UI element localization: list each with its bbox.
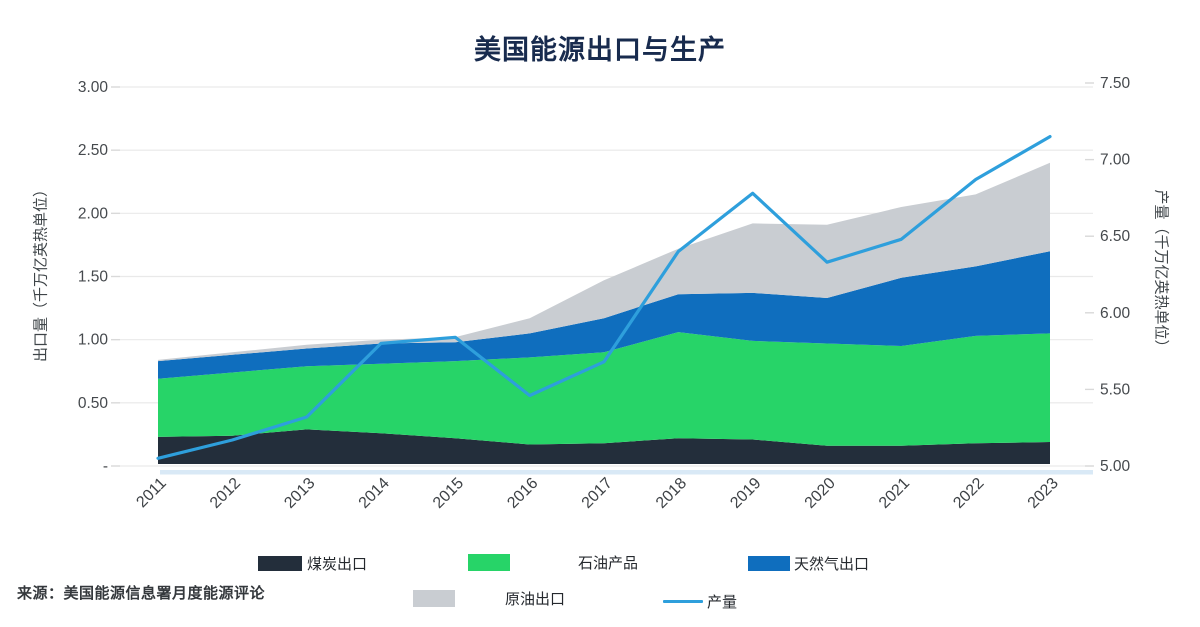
petroleum-swatch	[468, 554, 510, 571]
coal-swatch	[258, 556, 302, 571]
chart-title: 美国能源出口与生产	[474, 35, 726, 65]
right-axis-tick-label: 5.50	[1100, 381, 1131, 398]
legend-label-natgas: 天然气出口	[794, 556, 870, 573]
legend-item-crude: 原油出口	[413, 588, 565, 609]
left-axis-tick-label: 3.00	[78, 79, 109, 96]
source-note: 来源：美国能源信息署月度能源评论	[17, 585, 266, 602]
right-axis-tick-label: 6.50	[1100, 228, 1131, 245]
natgas-swatch	[748, 556, 790, 571]
production-line	[156, 135, 1052, 460]
x-axis-tick-label: 2023	[1025, 475, 1062, 512]
legend-item-natgas: 天然气出口	[748, 553, 869, 574]
left-axis-tick-label: 0.50	[78, 395, 109, 412]
x-axis-tick-label: 2022	[950, 475, 987, 512]
x-axis-tick-label: 2019	[727, 475, 764, 512]
legend-label-coal: 煤炭出口	[307, 556, 368, 573]
x-axis-tick-label: 2018	[653, 475, 690, 512]
left-axis-tick-label: 2.00	[78, 205, 109, 222]
left-axis-title: 出口量（千万亿英热单位）	[32, 181, 50, 363]
area-天然气出口	[158, 251, 1050, 379]
legend-item-petroleum: 石油产品	[468, 552, 638, 573]
legend-item-coal: 煤炭出口	[258, 553, 367, 574]
legend-label-petroleum: 石油产品	[578, 555, 639, 572]
right-axis-tick-label: 6.00	[1100, 305, 1131, 322]
x-axis-tick-label: 2013	[281, 475, 318, 512]
crude-swatch	[413, 590, 455, 607]
right-axis-title: 产量（千万亿英热单位）	[1152, 189, 1170, 355]
right-axis-tick-label: 7.00	[1100, 152, 1131, 169]
left-axis-tick-label: -	[103, 458, 108, 475]
x-axis-tick-label: 2017	[579, 475, 616, 512]
right-axis-tick-label: 7.50	[1100, 75, 1131, 92]
legend-label-production: 产量	[707, 594, 738, 611]
x-axis-tick-label: 2016	[504, 475, 541, 512]
x-axis-tick-label: 2015	[430, 475, 467, 512]
area-原油出口	[158, 162, 1050, 362]
production-line-swatch	[663, 600, 703, 603]
legend-item-production: 产量	[663, 591, 737, 612]
legend-label-crude: 原油出口	[505, 591, 566, 608]
x-axis-tick-label: 2014	[356, 475, 393, 512]
right-axis-tick-label: 5.00	[1100, 458, 1131, 475]
baseline-strip	[160, 470, 1093, 475]
x-axis-tick-label: 2012	[207, 475, 244, 512]
area-石油产品	[158, 332, 1050, 446]
left-axis-tick-label: 2.50	[78, 142, 109, 159]
area-煤炭出口	[158, 429, 1050, 464]
x-axis-tick-label: 2020	[802, 475, 839, 512]
left-axis-tick-label: 1.00	[78, 332, 109, 349]
x-axis-tick-label: 2011	[133, 475, 169, 511]
x-axis-tick-label: 2021	[876, 475, 913, 512]
left-axis-tick-label: 1.50	[78, 269, 109, 286]
